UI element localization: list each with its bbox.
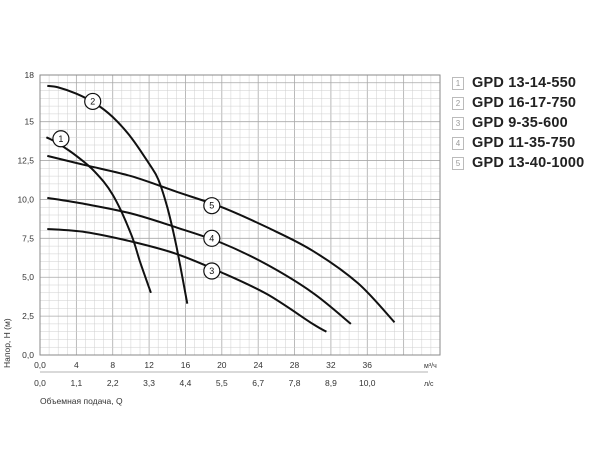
grid: [39, 74, 441, 356]
legend-label: GPD 13-40-1000: [472, 155, 585, 171]
curve-marker-text: 3: [209, 266, 214, 276]
x-tick-label: 28: [290, 360, 300, 370]
curve-marker-1: 1: [52, 130, 70, 148]
x-tick-label-secondary: 4,4: [180, 378, 192, 388]
y-tick-label: 15: [25, 117, 35, 127]
legend-item: 1 GPD 13-14-550: [452, 73, 584, 93]
legend-number: 2: [452, 96, 464, 110]
curve-marker-3: 3: [203, 262, 221, 280]
y-axis-title: Напор, Н (м): [2, 318, 12, 368]
x-tick-label: 0,0: [34, 360, 46, 370]
curve-marker-text: 4: [209, 233, 214, 243]
curve-labels: 1 2 3 4 5: [52, 92, 221, 280]
legend-label: GPD 16-17-750: [472, 95, 577, 111]
x-tick-label: 20: [217, 360, 227, 370]
curve-marker-5: 5: [203, 197, 221, 215]
curve-marker-text: 1: [58, 134, 63, 144]
x-tick-label-secondary: 10,0: [359, 378, 376, 388]
legend: 1 GPD 13-14-550 2 GPD 16-17-750 3 GPD 9-…: [452, 73, 584, 173]
plot-frame: [39, 74, 441, 356]
curve-marker-text: 2: [90, 96, 95, 106]
x-tick-label-secondary: 5,5: [216, 378, 228, 388]
axes: [39, 74, 441, 373]
legend-label: GPD 13-14-550: [472, 75, 577, 91]
legend-item: 2 GPD 16-17-750: [452, 93, 584, 113]
x-tick-label-secondary: 3,3: [143, 378, 155, 388]
curve-marker-2: 2: [84, 92, 102, 111]
y-tick-label: 18: [25, 70, 35, 80]
x-axis-title: Объемная подача, Q: [40, 396, 123, 406]
legend-number: 5: [452, 156, 464, 170]
curve-marker-circle: [84, 92, 102, 111]
x-unit-primary: м³/ч: [424, 363, 437, 370]
x-tick-label: 24: [253, 360, 263, 370]
curve-marker-4: 4: [203, 229, 221, 247]
legend-item: 4 GPD 11-35-750: [452, 133, 584, 153]
x-tick-label-secondary: 1,1: [70, 378, 82, 388]
legend-item: 5 GPD 13-40-1000: [452, 153, 584, 173]
x-tick-label: 36: [363, 360, 373, 370]
x-tick-label-secondary: 2,2: [107, 378, 119, 388]
y-tick-label: 5,0: [22, 272, 34, 282]
legend-number: 4: [452, 136, 464, 150]
x-tick-label: 32: [326, 360, 336, 370]
x-tick-label: 8: [110, 360, 115, 370]
x-tick-label: 16: [181, 360, 191, 370]
curve-marker-circle: [203, 262, 221, 280]
x-tick-label-secondary: 8,9: [325, 378, 337, 388]
legend-item: 3 GPD 9-35-600: [452, 113, 584, 133]
legend-number: 1: [452, 76, 464, 90]
curve-marker-circle: [203, 197, 221, 215]
y-tick-label: 0,0: [22, 350, 34, 360]
y-tick-label: 7,5: [22, 233, 34, 243]
series-line-3: [47, 228, 327, 333]
curve-marker-circle: [52, 130, 70, 148]
y-tick-label: 2,5: [22, 311, 34, 321]
tick-labels: 0,0 4 8 12 16 20 24 28 32 360,0 1,1 2,2 3,3 4,4 5,5 6,7…: [17, 70, 375, 388]
x-tick-label: 12: [144, 360, 154, 370]
curve-marker-text: 5: [209, 201, 214, 211]
y-tick-label: 10,0: [17, 194, 34, 204]
x-tick-label-secondary: 7,8: [289, 378, 301, 388]
legend-label: GPD 9-35-600: [472, 115, 568, 131]
legend-number: 3: [452, 116, 464, 130]
legend-label: GPD 11-35-750: [472, 135, 576, 151]
curve-marker-circle: [203, 229, 221, 247]
y-tick-label: 12,5: [17, 156, 34, 166]
x-tick-label-secondary: 0,0: [34, 378, 46, 388]
series-line-2: [47, 84, 189, 304]
x-tick-label-secondary: 6,7: [252, 378, 264, 388]
x-unit-secondary: л/с: [424, 381, 434, 388]
series-line-4: [47, 196, 352, 325]
x-tick-label: 4: [74, 360, 79, 370]
series-line-5: [47, 154, 396, 323]
